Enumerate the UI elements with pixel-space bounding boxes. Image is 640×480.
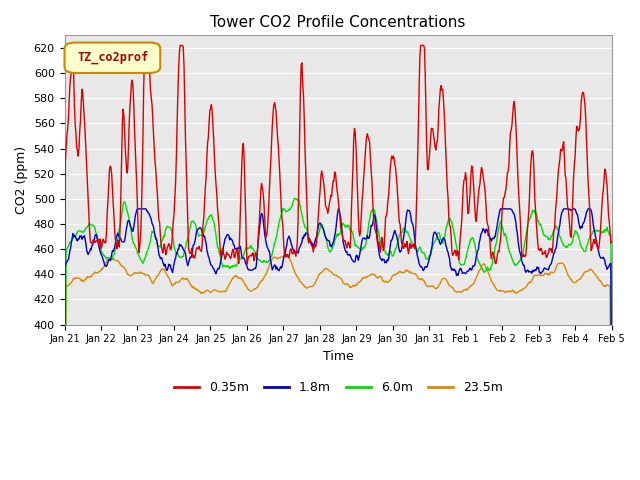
Title: Tower CO2 Profile Concentrations: Tower CO2 Profile Concentrations — [211, 15, 466, 30]
FancyBboxPatch shape — [65, 43, 160, 73]
Text: TZ_co2prof: TZ_co2prof — [77, 51, 148, 64]
Legend: 0.35m, 1.8m, 6.0m, 23.5m: 0.35m, 1.8m, 6.0m, 23.5m — [168, 376, 508, 399]
X-axis label: Time: Time — [323, 350, 353, 363]
Y-axis label: CO2 (ppm): CO2 (ppm) — [15, 146, 28, 214]
